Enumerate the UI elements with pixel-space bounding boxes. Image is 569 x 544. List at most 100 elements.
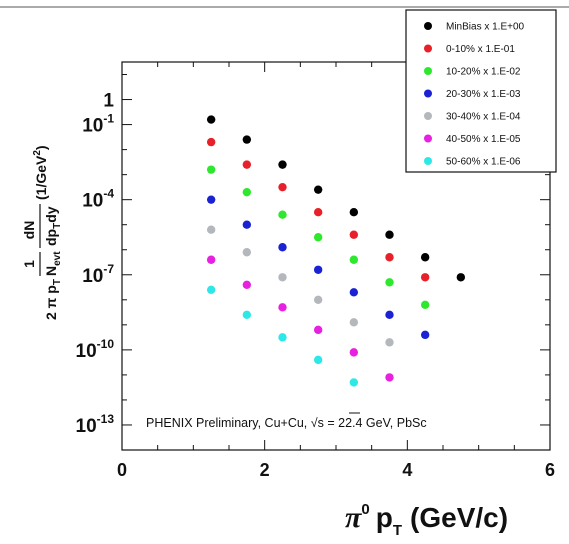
data-point (349, 288, 359, 297)
data-point (420, 273, 430, 282)
data-point (206, 255, 216, 264)
legend-marker (424, 44, 432, 53)
series-2 (206, 165, 430, 310)
x-tick-label: 6 (545, 460, 555, 480)
legend: MinBias x 1.E+00 0-10% x 1.E-01 10-20% x 1… (405, 9, 557, 173)
annotation-prefix: PHENIX Preliminary, Cu+Cu, (146, 416, 311, 430)
data-point (349, 318, 359, 327)
y-label-denominator: 2 π pTNevt (43, 251, 63, 320)
annotation-sqrt-s: √s (311, 416, 324, 430)
y-tick-label: 10-10 (76, 337, 115, 362)
data-point (313, 265, 323, 274)
series-4 (206, 225, 394, 347)
data-point (206, 165, 216, 174)
y-tick-label: 10-4 (82, 187, 114, 212)
y-label-dp: dp (43, 229, 59, 246)
data-point (420, 300, 430, 310)
legend-marker (424, 67, 432, 75)
y-label-sub-evt: evt (52, 251, 63, 266)
x-tick-labels: 0 2 4 6 (117, 460, 555, 480)
data-point (313, 295, 323, 305)
data-point (278, 182, 287, 192)
x-axis-label: π0 pT (GeV/c) (345, 501, 508, 539)
data-point (278, 273, 287, 282)
data-point (313, 233, 323, 242)
legend-label: 20-30% x 1.E-03 (446, 89, 521, 100)
legend-marker (424, 134, 432, 143)
series-6 (206, 285, 359, 387)
data-point (349, 348, 359, 357)
legend-label: 0-10% x 1.E-01 (446, 44, 515, 55)
legend-label: 40-50% x 1.E-05 (446, 134, 521, 145)
data-point (456, 273, 466, 282)
data-point (278, 210, 287, 219)
data-point (242, 280, 252, 289)
x-label-unit: (GeV/c) (410, 502, 508, 533)
data-points (206, 115, 466, 387)
x-label-pi: π (345, 501, 362, 534)
data-point (385, 278, 394, 287)
data-point (206, 225, 216, 234)
y-label-sub-t: T (52, 279, 63, 285)
annotation: PHENIX Preliminary, Cu+Cu, √s = 22.4 GeV… (146, 416, 427, 430)
legend-marker (424, 89, 432, 98)
y-label-sub-t2: T (52, 223, 63, 229)
data-point (242, 248, 252, 257)
data-point (206, 137, 216, 147)
series-3 (206, 195, 430, 340)
x-tick-label: 4 (402, 460, 412, 480)
x-label-p: p (376, 502, 393, 533)
y-label-dy: dy (43, 206, 59, 223)
legend-marker (424, 112, 432, 120)
y-tick-label: 10-7 (82, 262, 114, 287)
data-point (313, 207, 323, 217)
data-point (385, 373, 394, 382)
data-point (349, 230, 359, 239)
data-point (420, 330, 430, 340)
y-tick-labels: 110-1 10-4 10-7 10-10 10-13 (76, 91, 115, 437)
y-axis-label: 1 2 π pTNevt dN dpTdy (1/GeV2) (21, 145, 63, 320)
series-1 (206, 137, 430, 282)
y-tick-label: 1 (103, 91, 114, 112)
legend-label: 30-40% x 1.E-04 (446, 112, 521, 123)
legend-marker (424, 157, 432, 165)
data-point (278, 160, 287, 169)
y-label-2pipt: 2 π p (43, 285, 59, 320)
data-point (242, 310, 252, 320)
y-label-dptdy: dpTdy (43, 206, 63, 246)
y-tick-label: 10-1 (82, 112, 114, 137)
data-point (385, 338, 394, 347)
annotation-suffix: = 22.4 GeV, PbSc (324, 416, 427, 430)
legend-label: 10-20% x 1.E-02 (446, 67, 521, 78)
data-point (278, 333, 287, 342)
data-point (206, 285, 216, 294)
data-point (349, 255, 359, 264)
data-point (242, 160, 252, 169)
y-label-nevt: N (43, 266, 59, 276)
y-label-unit: (1/GeV2) (32, 145, 49, 200)
x-tick-label: 2 (260, 460, 270, 480)
series-0 (206, 115, 466, 282)
data-point (349, 207, 359, 217)
x-label-sup: 0 (361, 501, 369, 518)
data-point (385, 230, 394, 239)
y-label-unit-open: (1/GeV (33, 155, 49, 200)
data-point (242, 135, 252, 144)
data-point (385, 253, 394, 262)
data-point (420, 253, 430, 262)
data-point (242, 187, 252, 197)
y-label-one: 1 (21, 260, 37, 268)
data-point (278, 243, 287, 252)
data-point (349, 378, 359, 387)
data-point (206, 115, 216, 124)
legend-marker (424, 22, 432, 30)
y-tick-label: 10-13 (76, 412, 115, 437)
data-point (278, 303, 287, 312)
x-label-sub: T (393, 522, 402, 539)
y-label-dn: dN (21, 221, 37, 240)
data-point (313, 185, 323, 194)
data-point (313, 355, 323, 365)
series-5 (206, 255, 394, 382)
y-label-unit-close: ) (33, 145, 49, 150)
